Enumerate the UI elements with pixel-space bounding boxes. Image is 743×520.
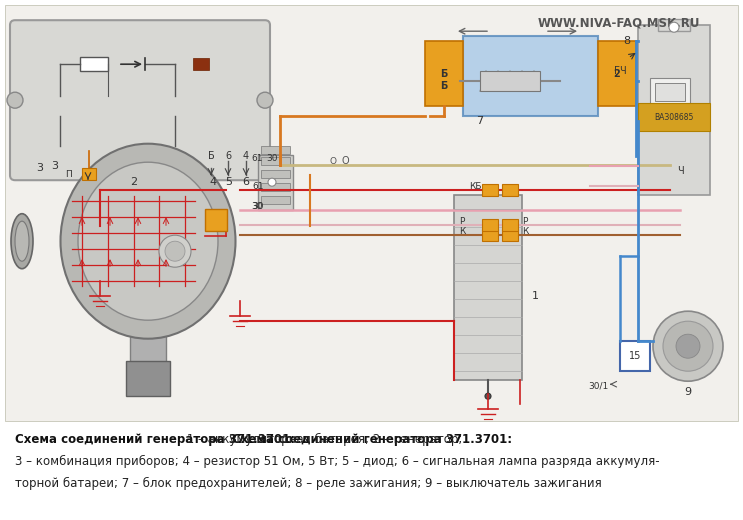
Circle shape [7,92,23,108]
Text: 1: 1 [531,291,539,301]
Text: 2: 2 [614,69,620,79]
Text: О: О [329,157,337,166]
Circle shape [159,235,191,267]
Circle shape [653,311,723,381]
Text: 4: 4 [243,151,249,161]
Text: К: К [459,227,465,236]
Bar [502,184,518,196]
Circle shape [669,22,679,32]
Bar [502,229,518,241]
Circle shape [268,178,276,186]
Bar [454,195,522,380]
Text: 4: 4 [210,177,216,187]
Bar [638,103,710,131]
Bar [482,219,498,231]
Text: Р: Р [459,217,464,226]
Bar [193,58,209,70]
Bar [261,146,290,154]
Text: 30: 30 [253,202,264,211]
Circle shape [165,241,185,261]
Ellipse shape [60,144,236,339]
Bar [480,71,540,91]
Bar [482,184,498,196]
Bar [261,183,290,191]
Text: Схема соединений генератора 371.3701: 1 – аккумуляторная батарея; 2 – генератор;: Схема соединений генератора 371.3701: 1 … [104,433,640,446]
Ellipse shape [78,162,218,320]
Bar [425,41,463,106]
Text: ВАЗ08685: ВАЗ08685 [655,113,694,122]
Bar [638,25,710,195]
Text: Р: Р [522,217,528,226]
Text: Схема соединений генератора 371.3701:: Схема соединений генератора 371.3701: [15,433,295,446]
Bar [261,170,290,178]
Text: 61: 61 [253,181,264,191]
Bar [130,241,166,321]
Text: К: К [522,227,528,236]
FancyBboxPatch shape [10,20,270,180]
Text: Б: Б [207,151,215,161]
Text: Схема соединений генератора 371.3701:: Схема соединений генератора 371.3701: [232,433,512,446]
Circle shape [257,92,273,108]
Text: 7: 7 [476,116,484,126]
Text: 5: 5 [225,177,233,187]
Circle shape [676,334,700,358]
Text: 30: 30 [266,154,278,163]
Bar [82,168,96,180]
Text: КБ: КБ [469,181,481,191]
Bar [650,78,690,106]
Text: 3: 3 [51,161,59,171]
Circle shape [485,393,491,399]
Text: О: О [341,156,348,166]
Bar [502,219,518,231]
Text: 6: 6 [225,151,231,161]
Bar [261,196,290,204]
Text: Б: Б [441,81,448,91]
Text: П: П [65,170,71,179]
Bar [482,229,498,241]
Bar [655,83,685,101]
Text: 3: 3 [36,163,44,173]
Text: 30/1: 30/1 [588,382,608,391]
Text: 15: 15 [629,351,641,361]
Text: 6: 6 [242,177,250,187]
Bar [598,41,636,106]
Text: 2: 2 [131,177,137,187]
Bar [261,157,290,165]
Bar [463,36,598,116]
Text: 1 – аккумуляторная батарея; 2 – генератор;: 1 – аккумуляторная батарея; 2 – генерато… [184,433,463,446]
Bar [130,316,166,366]
Text: Ч: Ч [677,166,684,176]
Circle shape [663,321,713,371]
Bar [258,155,293,210]
Bar [126,361,170,396]
Text: Б: Б [441,69,448,79]
Text: 8: 8 [623,36,631,46]
Text: WWW.NIVA-FAQ.MSK.RU: WWW.NIVA-FAQ.MSK.RU [537,16,700,29]
Bar [205,209,227,231]
Text: 61: 61 [251,154,263,163]
Text: 30: 30 [251,202,263,211]
Text: ГЧ: ГЧ [614,66,626,76]
Text: 3 – комбинация приборов; 4 – резистор 51 Ом, 5 Вт; 5 – диод; 6 – сигнальная ламп: 3 – комбинация приборов; 4 – резистор 51… [15,455,660,468]
Ellipse shape [11,214,33,269]
Bar [80,57,108,71]
Bar [620,341,650,371]
Text: торной батареи; 7 – блок предохранителей; 8 – реле зажигания; 9 – выключатель за: торной батареи; 7 – блок предохранителей… [15,476,602,490]
Text: 9: 9 [684,387,692,397]
Bar [658,19,690,31]
Ellipse shape [15,221,29,261]
